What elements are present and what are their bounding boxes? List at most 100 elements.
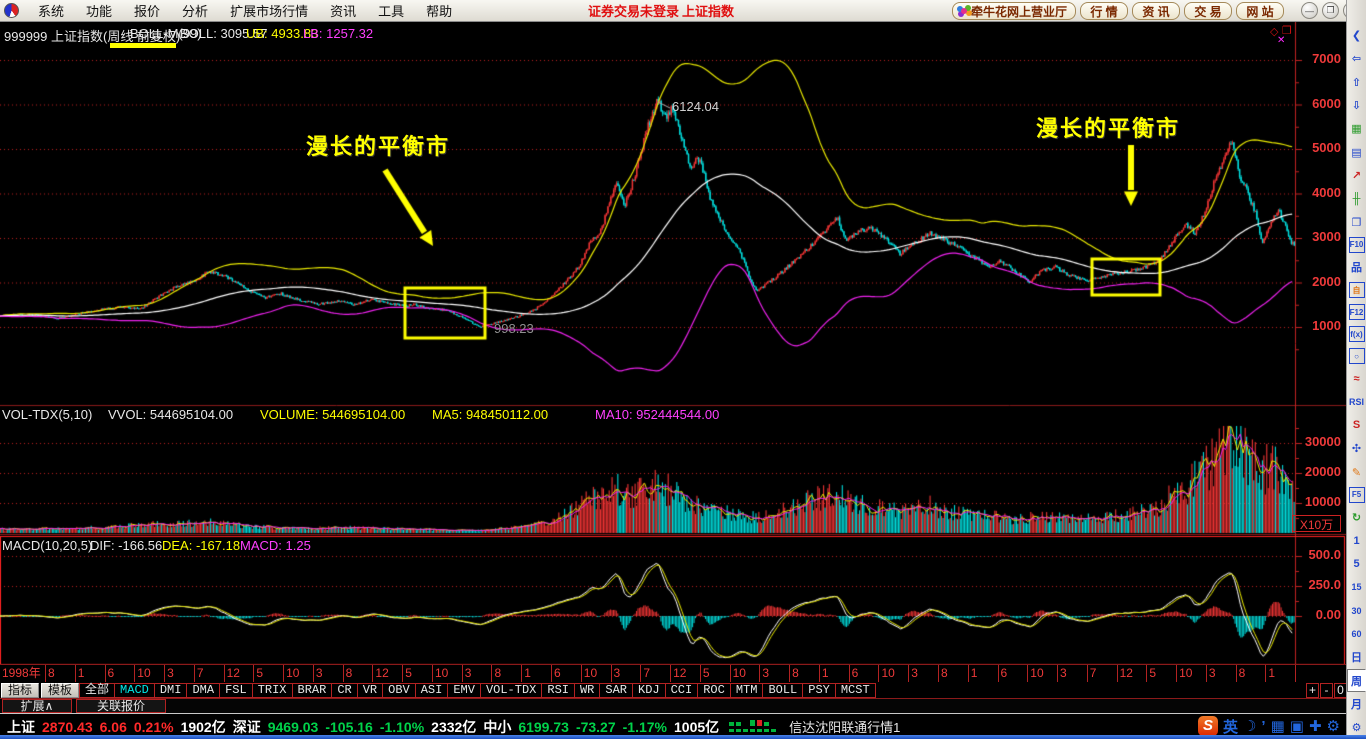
indicator-tab-dmi[interactable]: DMI [153, 682, 188, 698]
f5-button[interactable]: F5 [1348, 486, 1365, 503]
portal-button[interactable]: 牵牛花网上营业厅 [952, 2, 1076, 20]
period-1-button[interactable]: 1 [1353, 534, 1360, 547]
indicator-tab-cci[interactable]: CCI [664, 682, 699, 698]
rsi-button[interactable]: RSI [1348, 397, 1364, 408]
indicator-tab-cr[interactable]: CR [331, 682, 358, 698]
restore-button[interactable]: ❐ [1322, 2, 1339, 19]
pane-close-icon[interactable]: ✕ [1277, 35, 1286, 46]
indicator-tab-全部[interactable]: 全部 [79, 682, 116, 698]
wrench-icon[interactable]: ⚙ [1326, 718, 1340, 735]
indicator-tab-mcst[interactable]: MCST [834, 682, 876, 698]
zoom-button-1[interactable]: - [1320, 683, 1333, 698]
tab-button-指标[interactable]: 指标 [1, 682, 40, 698]
quote-list-icon[interactable]: ▤ [1351, 146, 1362, 159]
menu-item-7[interactable]: 帮助 [426, 4, 453, 19]
indicator-tab-vol-tdx[interactable]: VOL-TDX [479, 682, 543, 698]
site-button-3[interactable]: 网 站 [1236, 2, 1284, 20]
trend-chart-icon[interactable]: ↗ [1351, 170, 1362, 183]
pane-diamond-icon[interactable]: ◇ [1270, 26, 1279, 38]
period-30-button[interactable]: 30 [1351, 605, 1362, 616]
multi-page-icon[interactable]: ❐ [1351, 216, 1362, 229]
back-icon[interactable]: ⇦ [1351, 53, 1362, 66]
collapse-panel-icon[interactable]: ❮ [1351, 30, 1362, 43]
period-60-button[interactable]: 60 [1351, 628, 1362, 639]
pencil-icon[interactable]: ✎ [1351, 466, 1362, 479]
f12-button[interactable]: F12 [1348, 304, 1365, 321]
keyboard-icon[interactable]: ▦ [1270, 718, 1285, 735]
menu-item-0[interactable]: 系统 [38, 4, 65, 19]
status-value: 深证 [232, 718, 261, 735]
menu-item-2[interactable]: 报价 [134, 4, 161, 19]
indicator-tab-fsl[interactable]: FSL [219, 682, 253, 698]
minimize-button[interactable]: — [1301, 2, 1318, 19]
user-page-icon[interactable]: ▣ [1289, 718, 1304, 735]
money-icon[interactable]: S [1352, 419, 1361, 432]
indicator-tab-emv[interactable]: EMV [447, 682, 481, 698]
auto-refresh-button[interactable]: 自 [1348, 282, 1365, 299]
indicator-tab-psy[interactable]: PSY [802, 682, 836, 698]
date-label: 3 [1058, 665, 1088, 682]
indicator-tab-dma[interactable]: DMA [186, 682, 221, 698]
down-arrow-icon[interactable]: ⇩ [1351, 100, 1362, 113]
chart-canvas[interactable] [0, 22, 1346, 666]
lang-english-icon[interactable]: 英 [1222, 718, 1238, 736]
site-button-1[interactable]: 资 讯 [1132, 2, 1180, 20]
wave-icon[interactable]: ≈ [1353, 372, 1360, 385]
expand-button-0[interactable]: 扩展∧ [2, 699, 72, 713]
indicator-name[interactable]: BOLL-M(99) [130, 26, 202, 41]
site-button-0[interactable]: 行 情 [1080, 2, 1128, 20]
menu-item-4[interactable]: 扩展市场行情 [230, 4, 309, 19]
date-label: 6 [850, 665, 880, 682]
report-icon[interactable]: ▦ [1351, 123, 1362, 136]
site-button-2[interactable]: 交 易 [1184, 2, 1232, 20]
zoom-button-0[interactable]: + [1306, 683, 1319, 698]
menu-item-3[interactable]: 分析 [182, 4, 209, 19]
kline-icon[interactable]: ╫ [1352, 192, 1361, 205]
apostrophe-icon[interactable]: ’ [1261, 717, 1266, 735]
move-icon[interactable]: ✣ [1351, 443, 1362, 456]
period-week-button[interactable]: 周 [1347, 668, 1366, 693]
indicator-tab-asi[interactable]: ASI [414, 682, 449, 698]
indicator-tab-vr[interactable]: VR [356, 682, 384, 698]
settings-wrench-icon[interactable]: ⚙ [1351, 721, 1362, 734]
indicator-tab-kdj[interactable]: KDJ [632, 682, 666, 698]
date-axis-end [1296, 665, 1346, 682]
indicator-tab-boll[interactable]: BOLL [762, 682, 804, 698]
indicator-tab-obv[interactable]: OBV [382, 682, 416, 698]
status-value: -1.10% [379, 718, 425, 735]
indicator-tab-mtm[interactable]: MTM [729, 682, 764, 698]
menu-item-6[interactable]: 工具 [378, 4, 405, 19]
toolbox-icon[interactable]: ✚ [1308, 718, 1322, 735]
circle-icon[interactable]: ○ [1348, 348, 1365, 365]
indicator-tab-roc[interactable]: ROC [697, 682, 731, 698]
period-15-button[interactable]: 15 [1351, 582, 1362, 593]
status-value: 0.21% [133, 718, 174, 735]
indicator-tab-wr[interactable]: WR [573, 682, 601, 698]
volume-unit-label: X10万 [1292, 515, 1341, 532]
formula-icon[interactable]: f(x) [1348, 326, 1365, 343]
tab-button-模板[interactable]: 模板 [41, 682, 80, 698]
indicator-tab-sar[interactable]: SAR [599, 682, 633, 698]
indicator-tab-macd[interactable]: MACD [114, 682, 155, 698]
period-day-button[interactable]: 日 [1351, 652, 1362, 665]
f10-button[interactable]: F10 [1348, 236, 1365, 253]
period-5-button[interactable]: 5 [1353, 557, 1360, 570]
refresh-icon[interactable]: ↻ [1351, 511, 1362, 524]
vol-indicator-name[interactable]: VOL-TDX(5,10) [2, 407, 93, 422]
macd-indicator-name[interactable]: MACD(10,20,5) [2, 538, 93, 553]
sogou-logo-icon[interactable]: S [1197, 716, 1218, 736]
expand-button-1[interactable]: 关联报价 [76, 699, 166, 713]
indicator-tab-trix[interactable]: TRIX [251, 682, 293, 698]
period-month-button[interactable]: 月 [1351, 698, 1362, 711]
trough-price-label: 998.23 [494, 321, 534, 336]
login-status[interactable]: 证券交易未登录 [588, 4, 680, 19]
pane-layers-icon[interactable]: ❐ [1282, 25, 1292, 37]
sector-tree-icon[interactable]: 品 [1351, 262, 1362, 275]
indicator-tab-brar[interactable]: BRAR [291, 682, 333, 698]
moon-icon[interactable]: ☽ [1242, 718, 1257, 735]
menu-item-1[interactable]: 功能 [86, 4, 113, 19]
up-arrow-icon[interactable]: ⇧ [1351, 76, 1362, 89]
indicator-tab-rsi[interactable]: RSI [541, 682, 575, 698]
index-quote-link[interactable]: 上证指数 [682, 4, 735, 19]
menu-item-5[interactable]: 资讯 [330, 4, 357, 19]
